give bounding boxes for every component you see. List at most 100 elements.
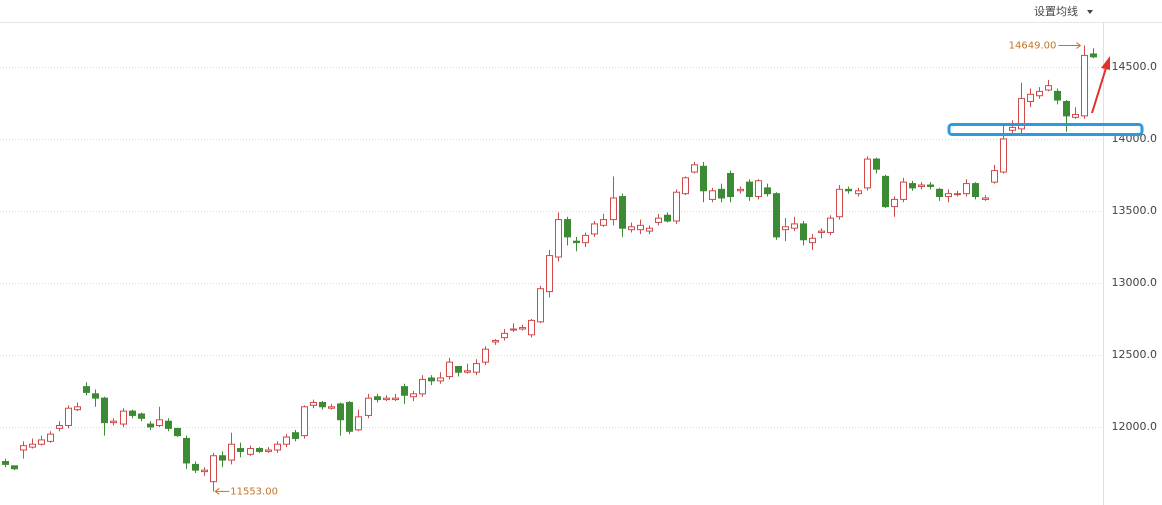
candle-body — [637, 224, 644, 231]
y-tick-label: 12500.0 — [1112, 348, 1158, 361]
candle-body — [1018, 98, 1025, 130]
candle-body — [292, 432, 299, 439]
candle-body — [664, 214, 671, 222]
candle-body — [419, 378, 426, 395]
candle-body — [92, 393, 99, 399]
candle-body — [310, 401, 317, 406]
candle-body — [836, 188, 843, 218]
candle-body — [845, 188, 852, 192]
candle-body — [873, 158, 880, 170]
candle-body — [1045, 85, 1052, 91]
candle-body — [764, 187, 771, 195]
candle-body — [936, 188, 943, 198]
candle-body — [256, 448, 263, 452]
candle-body — [673, 191, 680, 222]
candle-body — [1072, 113, 1079, 118]
candle-body — [1063, 100, 1070, 117]
candle-body — [446, 361, 453, 378]
max-label: 14649.00 — [1009, 40, 1057, 51]
candle-body — [773, 193, 780, 238]
candle-body — [83, 386, 90, 393]
candle-body — [827, 217, 834, 234]
candle-body — [691, 164, 698, 173]
candle-body — [991, 170, 998, 183]
candle-body — [473, 363, 480, 373]
candle-body — [782, 226, 789, 231]
candle-body — [573, 240, 580, 244]
candle-body — [11, 465, 18, 470]
candle-body — [301, 406, 308, 437]
candle-body — [492, 340, 499, 343]
candle-body — [1009, 126, 1016, 131]
candle-body — [582, 234, 589, 244]
candle-body — [482, 348, 489, 363]
candle-body — [437, 377, 444, 382]
candle-body — [464, 370, 471, 373]
candle-body — [954, 193, 961, 196]
candle-body — [183, 437, 190, 464]
candle-body — [65, 407, 72, 427]
candle-body — [1000, 138, 1007, 173]
candle-body — [519, 327, 526, 330]
candle-body — [428, 377, 435, 382]
candle-body — [138, 413, 145, 419]
candle-body — [210, 455, 217, 483]
candle-body — [56, 425, 63, 429]
ma-setting-button[interactable]: 设置均线 — [1034, 4, 1078, 18]
candle-body — [165, 420, 172, 429]
candle-body — [383, 397, 390, 401]
candle-body — [365, 397, 372, 416]
candle-body — [809, 237, 816, 244]
dropdown-caret[interactable] — [1087, 10, 1093, 14]
candle-body — [510, 328, 517, 331]
candle-body — [120, 410, 127, 425]
candle-body — [555, 219, 562, 258]
candle-body — [818, 230, 825, 234]
min-arrow — [214, 487, 230, 495]
y-tick-label: 13000.0 — [1112, 276, 1158, 289]
candle-body — [891, 198, 898, 208]
candle-body — [156, 419, 163, 427]
candle-body — [247, 448, 254, 455]
candle-body — [600, 219, 607, 226]
candle-body — [655, 217, 662, 223]
candle-body — [619, 196, 626, 229]
candle-body — [963, 183, 970, 195]
candle-body — [972, 183, 979, 198]
candle-body — [110, 420, 117, 424]
candle-body — [283, 436, 290, 445]
candle-body — [1054, 90, 1061, 101]
candle-body — [192, 463, 199, 471]
candle-body — [700, 165, 707, 192]
min-label: 11553.00 — [230, 486, 278, 497]
candle-body — [129, 410, 136, 416]
max-arrow — [1058, 42, 1082, 49]
candle-body — [528, 319, 535, 336]
candle-body — [682, 177, 689, 195]
highlight-box — [947, 123, 1144, 136]
candle-body — [900, 181, 907, 200]
candle-body — [646, 227, 653, 232]
candle-body — [882, 175, 889, 208]
candle-body — [2, 461, 9, 465]
candle-body — [909, 183, 916, 189]
trend-arrow — [1091, 67, 1107, 114]
candle-body — [718, 188, 725, 199]
candle-body — [74, 406, 81, 411]
candle-body — [610, 197, 617, 221]
trend-arrow-head — [1101, 56, 1110, 70]
candle-body — [501, 332, 508, 339]
candle-body — [918, 184, 925, 187]
candle-body — [746, 181, 753, 198]
candle-body — [791, 223, 798, 229]
candle-body — [20, 445, 27, 451]
candle-body — [319, 401, 326, 408]
y-tick-label: 12000.0 — [1112, 420, 1158, 433]
candle-body — [274, 443, 281, 451]
candle-body — [101, 397, 108, 424]
candle-body — [564, 219, 571, 238]
y-tick-label: 14500.0 — [1112, 60, 1158, 73]
candle-body — [546, 255, 553, 293]
candle-body — [537, 288, 544, 323]
